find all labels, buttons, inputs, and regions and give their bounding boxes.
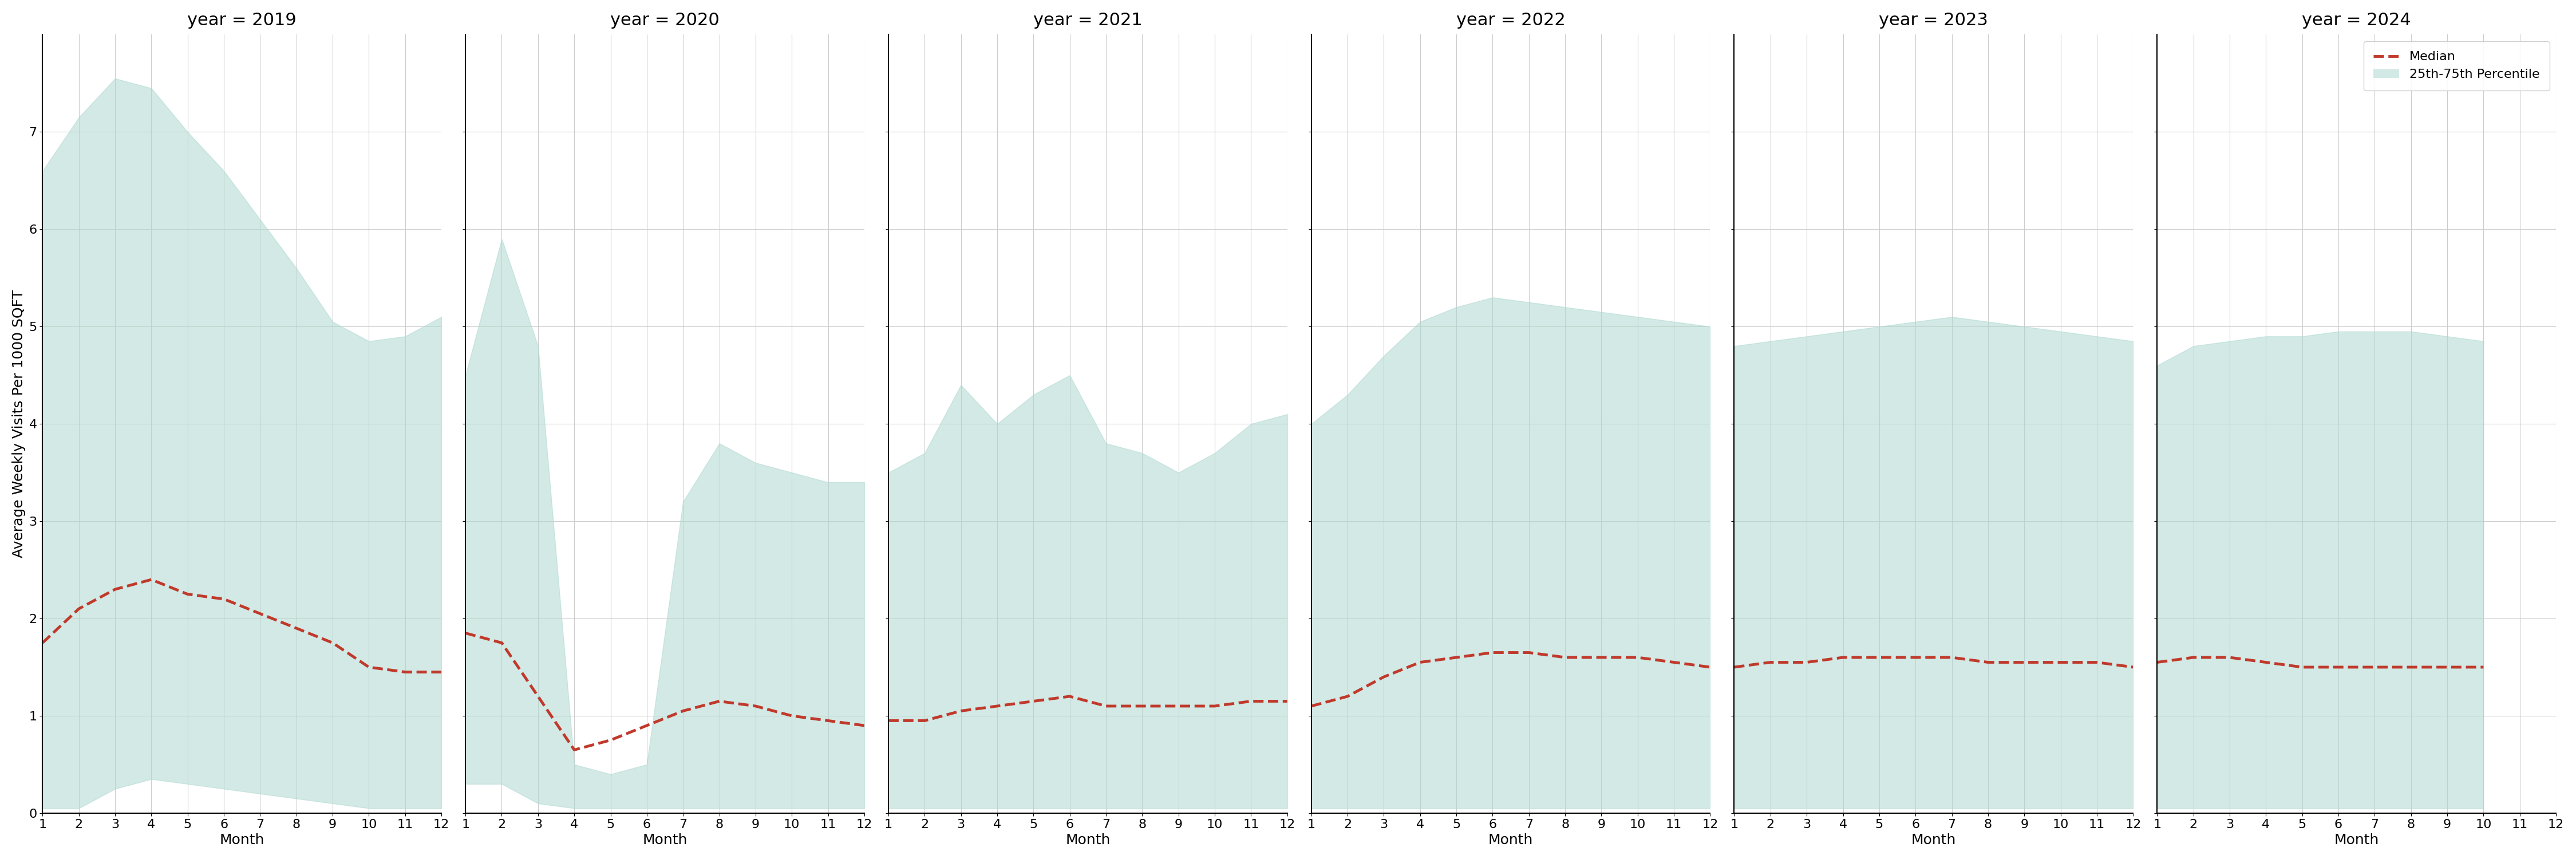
Median: [425, 667, 456, 677]
Median: [523, 691, 554, 702]
Median: [317, 637, 348, 648]
Median: [1937, 652, 1968, 662]
Median: [353, 662, 384, 673]
Median: [1296, 701, 1327, 711]
Median: [811, 716, 842, 726]
Median: [559, 745, 590, 755]
Median: [631, 721, 662, 731]
Median: [1587, 652, 1618, 662]
Median: [173, 589, 204, 600]
Median: [2251, 657, 2282, 667]
X-axis label: Month: Month: [1489, 833, 1533, 847]
Median: [389, 667, 420, 677]
Median: [1273, 696, 1303, 706]
Median: [64, 604, 95, 614]
Median: [703, 696, 734, 706]
Title: year = 2021: year = 2021: [1033, 12, 1141, 28]
Median: [2287, 662, 2318, 673]
X-axis label: Month: Month: [641, 833, 688, 847]
Median: [2117, 662, 2148, 673]
Median: [1865, 652, 1896, 662]
Title: year = 2019: year = 2019: [188, 12, 296, 28]
Median: [1718, 662, 1749, 673]
Median: [1440, 652, 1471, 662]
Median: [1476, 648, 1507, 658]
Median: [487, 637, 518, 648]
Median: [1368, 672, 1399, 682]
Median: [2432, 662, 2463, 673]
Median: [1826, 652, 1857, 662]
Median: [2177, 652, 2208, 662]
Median: [451, 628, 482, 638]
X-axis label: Month: Month: [2334, 833, 2380, 847]
Median: [1659, 657, 1690, 667]
Line: Median: Median: [44, 580, 440, 672]
Median: [667, 706, 698, 716]
Median: [1236, 696, 1267, 706]
Median: [1551, 652, 1582, 662]
Line: Median: Median: [889, 697, 1288, 721]
Median: [1515, 648, 1546, 658]
Line: Median: Median: [1311, 653, 1710, 706]
Line: Median: Median: [466, 633, 866, 750]
Median: [28, 637, 59, 648]
Title: year = 2020: year = 2020: [611, 12, 719, 28]
Median: [137, 575, 167, 585]
Median: [2468, 662, 2499, 673]
Median: [1018, 696, 1048, 706]
Median: [873, 716, 904, 726]
Median: [2045, 657, 2076, 667]
Median: [1090, 701, 1121, 711]
Title: year = 2022: year = 2022: [1455, 12, 1566, 28]
Median: [595, 735, 626, 746]
Median: [1126, 701, 1157, 711]
Median: [2141, 657, 2172, 667]
Median: [2215, 652, 2246, 662]
Title: year = 2024: year = 2024: [2303, 12, 2411, 28]
Median: [981, 701, 1012, 711]
Median: [945, 706, 976, 716]
Median: [1200, 701, 1231, 711]
Median: [775, 710, 806, 721]
Line: Median: Median: [2156, 657, 2483, 667]
Y-axis label: Average Weekly Visits Per 1000 SQFT: Average Weekly Visits Per 1000 SQFT: [13, 290, 26, 557]
Median: [281, 623, 312, 633]
Median: [2009, 657, 2040, 667]
Median: [1973, 657, 2004, 667]
Median: [1054, 691, 1084, 702]
Median: [850, 721, 881, 731]
Median: [1790, 657, 1821, 667]
X-axis label: Month: Month: [1066, 833, 1110, 847]
Median: [1901, 652, 1932, 662]
Median: [1404, 657, 1435, 667]
Median: [1162, 701, 1193, 711]
Legend: Median, 25th-75th Percentile: Median, 25th-75th Percentile: [2362, 41, 2550, 91]
Median: [2324, 662, 2354, 673]
X-axis label: Month: Month: [1911, 833, 1955, 847]
Line: Median: Median: [1734, 657, 2133, 667]
Median: [100, 584, 131, 594]
Median: [209, 594, 240, 604]
Median: [2081, 657, 2112, 667]
Title: year = 2023: year = 2023: [1878, 12, 1989, 28]
X-axis label: Month: Month: [219, 833, 265, 847]
Median: [909, 716, 940, 726]
Median: [1623, 652, 1654, 662]
Median: [2360, 662, 2391, 673]
Median: [1332, 691, 1363, 702]
Median: [1754, 657, 1785, 667]
Median: [2396, 662, 2427, 673]
Median: [245, 608, 276, 618]
Median: [1695, 662, 1726, 673]
Median: [739, 701, 770, 711]
